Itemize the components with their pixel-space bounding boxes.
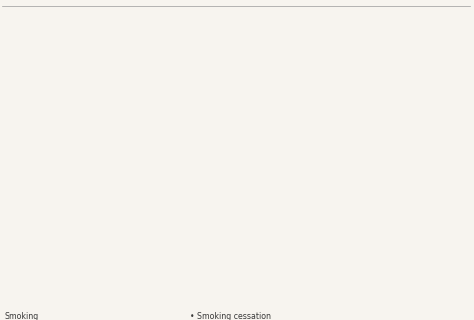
Text: • Smoking cessation: • Smoking cessation (190, 312, 271, 320)
Text: Smoking: Smoking (4, 312, 38, 320)
